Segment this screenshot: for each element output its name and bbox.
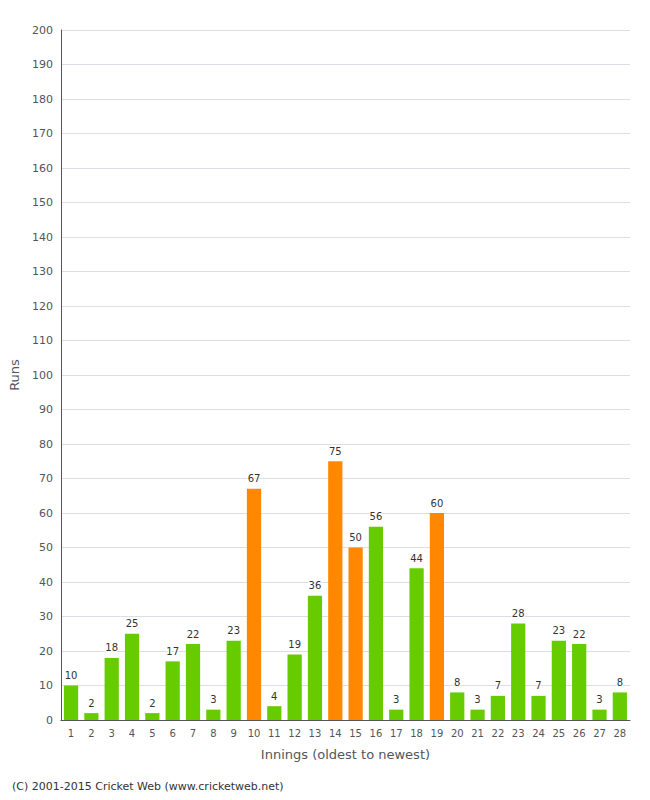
svg-text:2: 2 — [88, 728, 94, 739]
svg-text:30: 30 — [39, 610, 53, 623]
svg-text:21: 21 — [471, 728, 484, 739]
svg-text:180: 180 — [32, 93, 53, 106]
svg-text:12: 12 — [288, 728, 301, 739]
svg-text:2: 2 — [88, 698, 94, 709]
svg-text:Innings (oldest to newest): Innings (oldest to newest) — [261, 747, 430, 762]
svg-text:23: 23 — [552, 625, 565, 636]
svg-text:14: 14 — [329, 728, 342, 739]
svg-text:50: 50 — [39, 541, 53, 554]
svg-text:6: 6 — [169, 728, 175, 739]
svg-text:75: 75 — [329, 446, 342, 457]
svg-text:25: 25 — [126, 618, 139, 629]
svg-text:60: 60 — [39, 507, 53, 520]
svg-text:56: 56 — [370, 511, 383, 522]
svg-text:80: 80 — [39, 438, 53, 451]
svg-text:3: 3 — [109, 728, 115, 739]
svg-text:16: 16 — [370, 728, 383, 739]
svg-text:18: 18 — [410, 728, 423, 739]
svg-text:110: 110 — [32, 334, 53, 347]
svg-text:17: 17 — [390, 728, 403, 739]
svg-text:28: 28 — [613, 728, 626, 739]
svg-text:130: 130 — [32, 265, 53, 278]
svg-text:9: 9 — [230, 728, 236, 739]
svg-text:7: 7 — [535, 680, 541, 691]
svg-text:120: 120 — [32, 300, 53, 313]
svg-text:90: 90 — [39, 403, 53, 416]
svg-text:5: 5 — [149, 728, 155, 739]
svg-text:190: 190 — [32, 58, 53, 71]
svg-text:22: 22 — [492, 728, 505, 739]
svg-text:10: 10 — [39, 679, 53, 692]
svg-text:44: 44 — [410, 553, 423, 564]
svg-text:23: 23 — [512, 728, 525, 739]
svg-text:170: 170 — [32, 127, 53, 140]
svg-text:Runs: Runs — [7, 359, 22, 391]
svg-text:23: 23 — [227, 625, 240, 636]
svg-text:8: 8 — [454, 677, 460, 688]
svg-text:19: 19 — [288, 639, 301, 650]
svg-text:50: 50 — [349, 532, 362, 543]
svg-text:22: 22 — [187, 629, 200, 640]
svg-text:22: 22 — [573, 629, 586, 640]
svg-text:1: 1 — [68, 728, 74, 739]
svg-text:3: 3 — [474, 694, 480, 705]
svg-text:150: 150 — [32, 196, 53, 209]
svg-text:200: 200 — [32, 24, 53, 37]
svg-text:0: 0 — [46, 714, 53, 727]
svg-text:8: 8 — [617, 677, 623, 688]
svg-text:28: 28 — [512, 608, 525, 619]
svg-text:4: 4 — [271, 691, 277, 702]
svg-text:70: 70 — [39, 472, 53, 485]
svg-text:3: 3 — [596, 694, 602, 705]
svg-text:2: 2 — [149, 698, 155, 709]
svg-text:3: 3 — [393, 694, 399, 705]
svg-text:67: 67 — [248, 473, 261, 484]
svg-text:36: 36 — [309, 580, 322, 591]
svg-text:13: 13 — [309, 728, 322, 739]
svg-text:18: 18 — [105, 642, 118, 653]
svg-text:15: 15 — [349, 728, 362, 739]
svg-text:26: 26 — [573, 728, 586, 739]
svg-text:60: 60 — [431, 498, 444, 509]
svg-text:11: 11 — [268, 728, 281, 739]
svg-text:10: 10 — [248, 728, 261, 739]
svg-text:140: 140 — [32, 231, 53, 244]
svg-text:10: 10 — [65, 670, 78, 681]
svg-text:7: 7 — [495, 680, 501, 691]
svg-text:17: 17 — [166, 646, 179, 657]
svg-text:24: 24 — [532, 728, 545, 739]
svg-text:160: 160 — [32, 162, 53, 175]
svg-text:20: 20 — [39, 645, 53, 658]
svg-text:27: 27 — [593, 728, 606, 739]
svg-text:25: 25 — [552, 728, 565, 739]
svg-text:100: 100 — [32, 369, 53, 382]
svg-text:40: 40 — [39, 576, 53, 589]
svg-text:20: 20 — [451, 728, 464, 739]
svg-text:(C) 2001-2015 Cricket Web (www: (C) 2001-2015 Cricket Web (www.cricketwe… — [12, 780, 284, 793]
svg-text:3: 3 — [210, 694, 216, 705]
svg-text:8: 8 — [210, 728, 216, 739]
svg-text:7: 7 — [190, 728, 196, 739]
svg-text:4: 4 — [129, 728, 135, 739]
svg-text:19: 19 — [431, 728, 444, 739]
